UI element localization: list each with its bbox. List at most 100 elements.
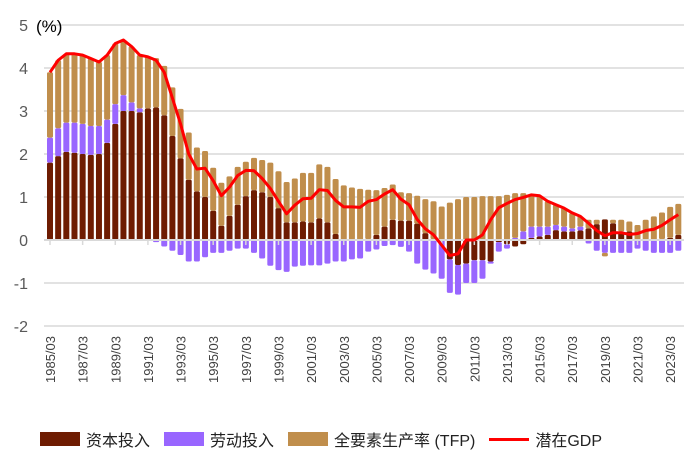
bar-2015/03 xyxy=(536,195,543,227)
bar-1988/09 xyxy=(104,142,111,240)
bar-2008/03 xyxy=(422,240,429,270)
bar-2006/03 xyxy=(389,219,396,240)
bar-2022/03 xyxy=(650,240,657,253)
bar-1990/09 xyxy=(136,108,143,113)
x-tick-label: 2015/03 xyxy=(533,336,548,383)
legend-label: 全要素生产率 (TFP) xyxy=(334,433,476,450)
bar-2016/03 xyxy=(552,224,559,231)
bar-1999/03 xyxy=(275,240,282,271)
bar-1993/09 xyxy=(185,179,192,240)
legend-label: 劳动投入 xyxy=(210,433,275,450)
x-tick-label: 2005/03 xyxy=(369,336,384,383)
bar-1996/03 xyxy=(226,240,233,251)
bar-2000/09 xyxy=(299,221,306,240)
x-tick-label: 2011/03 xyxy=(467,336,482,382)
bar-2009/03 xyxy=(438,240,445,279)
x-tick-label: 1999/03 xyxy=(271,336,286,383)
bar-2014/03 xyxy=(520,240,527,245)
bar-2011/09 xyxy=(479,240,486,261)
bar-2010/09 xyxy=(463,240,470,264)
bar-2008/03 xyxy=(422,199,429,234)
bar-1988/03 xyxy=(95,61,102,127)
bar-2016/09 xyxy=(561,231,568,240)
bar-2023/09 xyxy=(675,234,682,240)
bar-1997/09 xyxy=(251,240,257,253)
bar-1988/03 xyxy=(95,126,102,154)
bar-2019/09 xyxy=(610,219,617,224)
bar-2023/03 xyxy=(667,240,674,253)
legend-swatch-capital xyxy=(40,432,80,446)
bar-1995/03 xyxy=(210,240,217,253)
bar-2004/09 xyxy=(365,189,372,240)
bar-2011/03 xyxy=(471,260,478,283)
bar-1987/09 xyxy=(87,154,94,240)
bar-2014/09 xyxy=(528,226,535,238)
bar-2020/03 xyxy=(618,219,625,232)
bar-2015/09 xyxy=(544,201,551,227)
bar-1985/09 xyxy=(55,60,62,129)
bar-2012/03 xyxy=(487,261,494,264)
bar-2013/09 xyxy=(512,240,519,247)
bar-1987/09 xyxy=(87,126,94,155)
bar-2002/03 xyxy=(324,222,331,240)
bar-2019/03 xyxy=(601,252,608,257)
bar-2015/09 xyxy=(544,226,551,235)
bar-1985/09 xyxy=(55,128,62,157)
bar-1997/03 xyxy=(242,161,249,197)
x-tick-label: 2003/03 xyxy=(337,336,352,383)
bar-1996/09 xyxy=(234,204,241,240)
bar-1986/03 xyxy=(63,53,70,123)
x-tick-label: 1995/03 xyxy=(206,336,221,383)
bar-1996/09 xyxy=(234,240,241,249)
bar-2018/09 xyxy=(593,240,600,251)
x-axis-labels: 1985/03 1987/03 1989/03 1991/03 1993/03 1995/… xyxy=(43,336,678,383)
bar-1985/03 xyxy=(47,72,53,138)
bar-1989/09 xyxy=(120,95,127,111)
bar-2012/03 xyxy=(487,240,494,262)
bar-1996/03 xyxy=(226,215,233,240)
bar-1999/09 xyxy=(283,240,290,272)
y-tick-label: 3 xyxy=(19,104,28,121)
y-tick-label: 4 xyxy=(19,61,28,78)
bar-1986/09 xyxy=(71,122,78,153)
y-tick-label: 2 xyxy=(19,147,28,164)
bar-2017/09 xyxy=(577,230,584,240)
bar-2000/03 xyxy=(291,240,298,267)
bar-1989/09 xyxy=(120,40,127,96)
bar-2000/03 xyxy=(291,178,298,223)
legend-item-capital: 资本投入 xyxy=(40,427,150,451)
bar-2020/09 xyxy=(626,221,633,232)
legend: 资本投入 劳动投入 全要素生产率 (TFP) 潜在GDP xyxy=(40,427,616,451)
bar-2020/03 xyxy=(618,240,625,253)
bar-2020/09 xyxy=(626,240,633,253)
legend-item-tfp: 全要素生产率 (TFP) xyxy=(288,427,475,451)
bar-1991/03 xyxy=(144,108,151,240)
bar-2016/03 xyxy=(552,204,559,225)
bar-1992/09 xyxy=(169,240,176,251)
y-tick-label: -1 xyxy=(14,276,28,293)
bar-1997/03 xyxy=(242,196,249,240)
bar-1986/03 xyxy=(63,151,70,240)
bar-2009/03 xyxy=(438,206,445,240)
bar-2005/03 xyxy=(373,234,380,240)
bar-2013/03 xyxy=(503,194,510,240)
bar-2000/09 xyxy=(299,172,306,222)
bar-1987/03 xyxy=(79,123,86,154)
bar-1995/03 xyxy=(210,167,217,211)
bar-1999/09 xyxy=(283,181,290,223)
bar-2001/03 xyxy=(308,240,315,266)
legend-swatch-potential-gdp xyxy=(489,437,530,441)
bar-2011/09 xyxy=(479,260,486,279)
bar-1998/03 xyxy=(259,192,266,240)
bar-1987/03 xyxy=(79,55,86,124)
bar-2003/03 xyxy=(340,185,347,240)
line-series xyxy=(48,38,680,257)
legend-label: 资本投入 xyxy=(86,433,151,450)
bar-1991/09 xyxy=(153,58,160,108)
bar-2016/09 xyxy=(561,226,568,232)
bar-1994/03 xyxy=(193,240,200,262)
bar-2007/09 xyxy=(414,240,421,264)
bar-2018/03 xyxy=(585,228,592,240)
bar-2016/03 xyxy=(552,230,559,240)
bar-1997/09 xyxy=(251,190,257,240)
